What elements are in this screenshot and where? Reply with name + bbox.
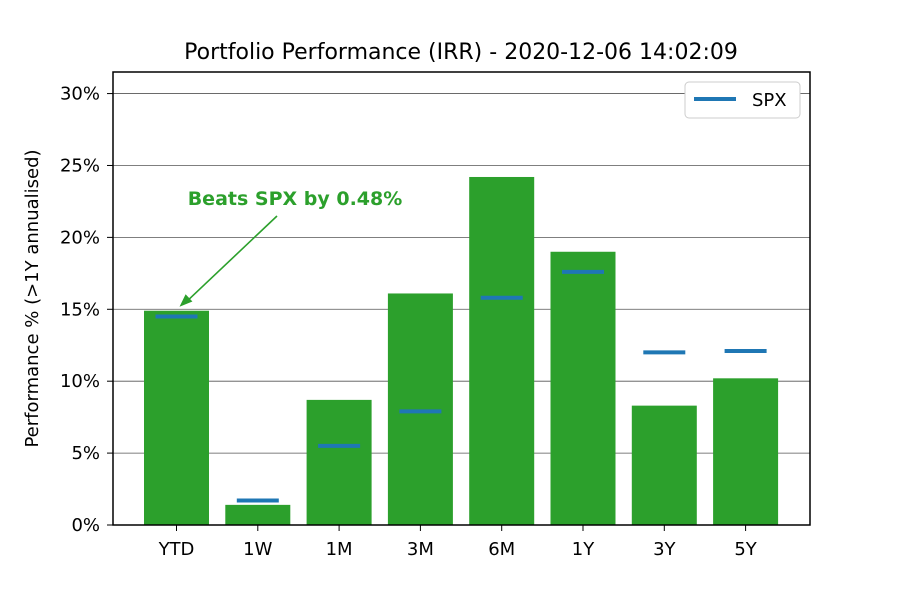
- y-tick-label: 15%: [60, 299, 100, 320]
- x-tick-label: YTD: [158, 539, 195, 560]
- x-tick-label: 5Y: [734, 539, 757, 560]
- y-axis: 0% 5% 10% 15% 20% 25% 30%: [60, 84, 113, 536]
- y-tick-label: 0%: [71, 515, 100, 536]
- x-tick-label: 1Y: [572, 539, 595, 560]
- annotation-text: Beats SPX by 0.48%: [188, 188, 403, 210]
- bar-5y: [713, 378, 779, 525]
- y-tick-label: 20%: [60, 227, 100, 248]
- y-tick-label: 25%: [60, 155, 100, 176]
- bars: [144, 176, 779, 525]
- x-axis: YTD 1W 1M 3M 6M 1Y 3Y 5Y: [158, 525, 758, 560]
- legend: SPX: [684, 81, 801, 119]
- x-tick-label: 6M: [488, 539, 515, 560]
- annotation-arrowhead: [179, 294, 193, 307]
- y-tick-label: 30%: [60, 84, 100, 105]
- bar-3m: [387, 293, 453, 525]
- bar-6m: [469, 176, 535, 525]
- bar-3y: [631, 405, 697, 525]
- plot-frame: [112, 71, 811, 526]
- spx-markers: [155, 269, 767, 503]
- x-tick-label: 3Y: [653, 539, 676, 560]
- x-tick-label: 1M: [326, 539, 353, 560]
- chart-title: Portfolio Performance (IRR) - 2020-12-06…: [184, 40, 738, 65]
- bar-1y: [550, 251, 616, 525]
- bar-1m: [306, 399, 372, 525]
- x-tick-label: 1W: [243, 539, 272, 560]
- annotation-arrow: [186, 215, 278, 302]
- annotation: Beats SPX by 0.48%: [179, 188, 403, 307]
- bar-ytd: [144, 310, 209, 525]
- y-tick-label: 10%: [60, 371, 100, 392]
- y-axis-label: Performance % (>1Y annualised): [22, 149, 43, 447]
- y-tick-label: 5%: [71, 443, 100, 464]
- x-tick-label: 3M: [407, 539, 434, 560]
- legend-box: [684, 81, 801, 119]
- legend-label-spx: SPX: [752, 90, 787, 111]
- bar-1w: [225, 504, 291, 525]
